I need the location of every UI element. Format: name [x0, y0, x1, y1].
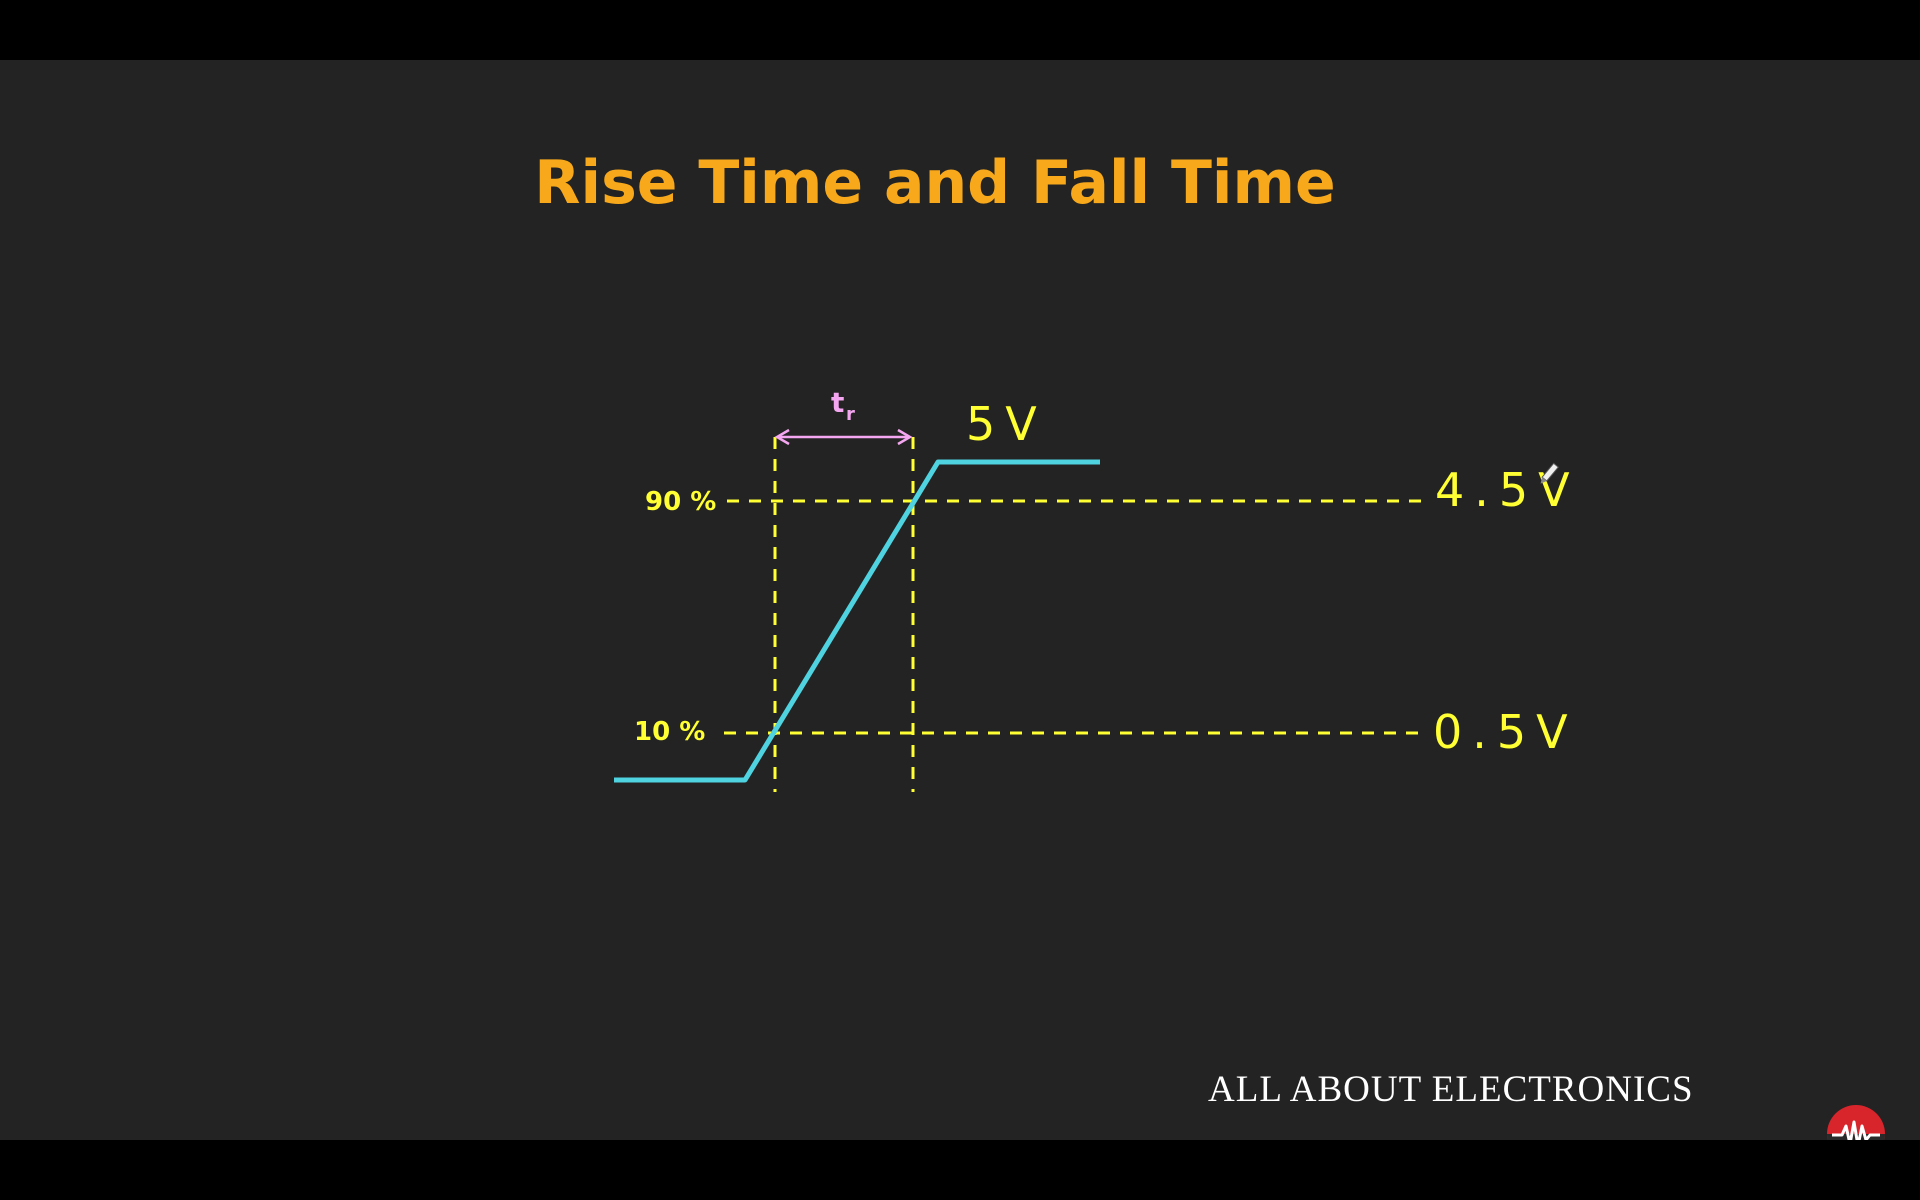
peak-voltage-label: 5V	[966, 397, 1047, 451]
rise-time-subscript: r	[846, 404, 855, 425]
slide-title: Rise Time and Fall Time	[534, 148, 1336, 218]
letterbox-bottom	[0, 1140, 1920, 1200]
rise-time-arrow-left-head	[774, 428, 790, 446]
lower-threshold-label: 10 %	[634, 717, 705, 747]
upper-threshold-label: 90 %	[645, 487, 716, 517]
letterbox-top	[0, 0, 1920, 60]
waveform-trace	[614, 459, 1100, 783]
rise-time-arrow-right-head	[897, 428, 913, 446]
pen-cursor-icon	[1540, 462, 1560, 484]
brand-name: ALL ABOUT ELECTRONICS	[1208, 1069, 1694, 1110]
slide: Rise Time and Fall Time	[0, 60, 1920, 1140]
lower-voltage-label: 0.5V	[1433, 705, 1578, 759]
upper-voltage-label: 4.5V	[1435, 463, 1580, 517]
rise-time-symbol: t	[831, 386, 844, 419]
